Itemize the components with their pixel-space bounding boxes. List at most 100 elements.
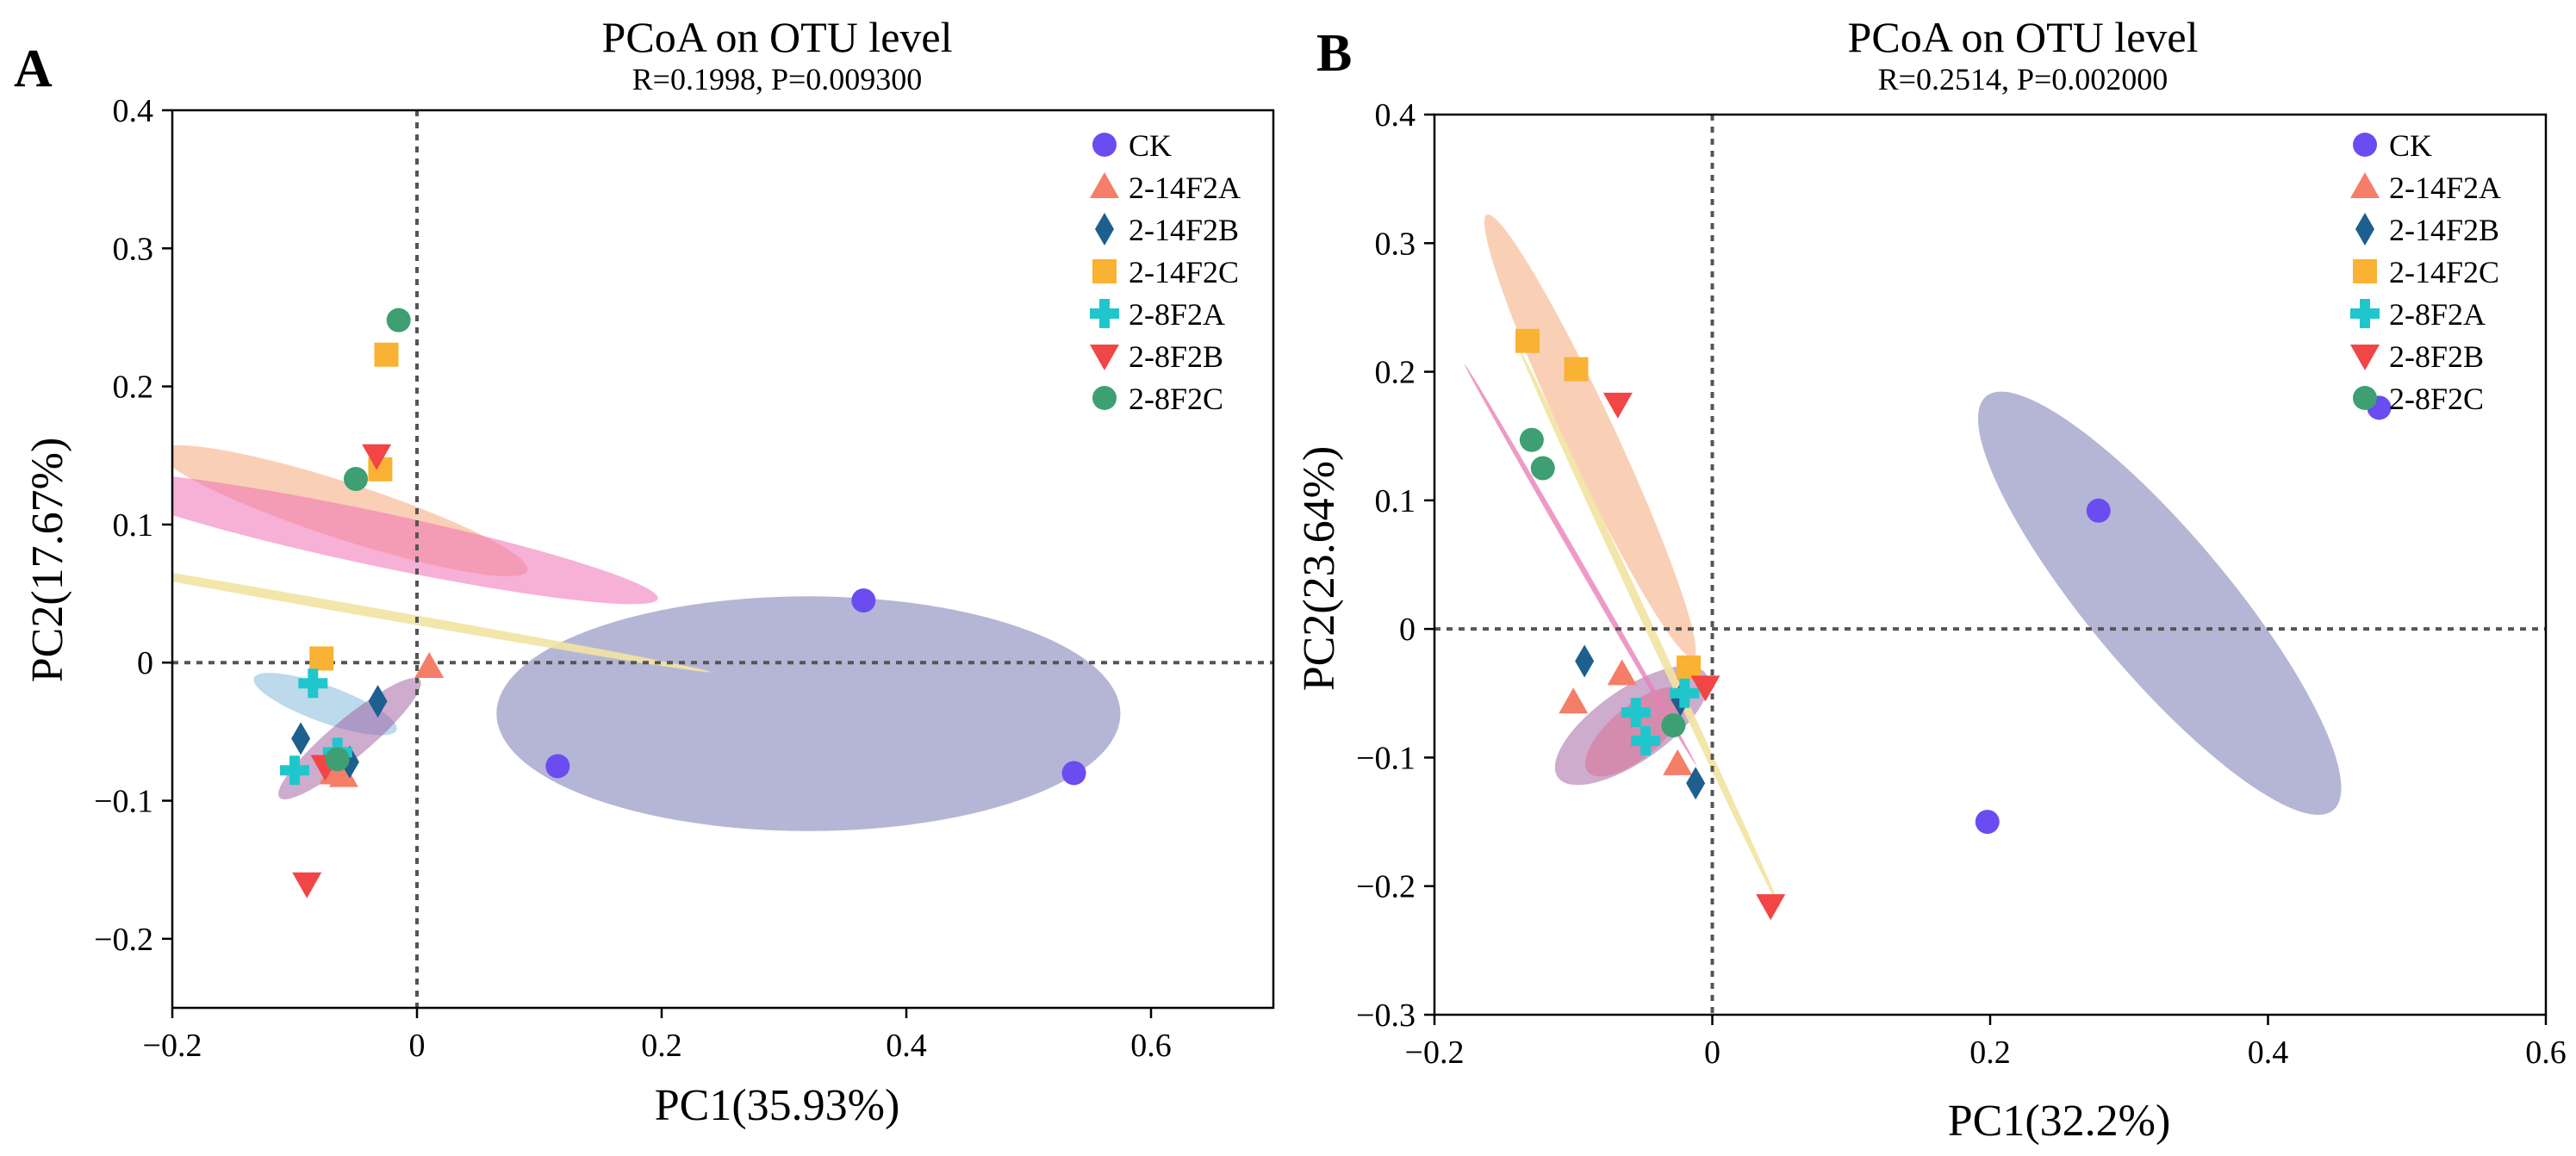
panel-b-point-2-8f2a-2 xyxy=(1631,726,1661,756)
panel-a-ellipse-2-8f2b xyxy=(172,542,712,673)
panel-a-x-tick-label: 0.6 xyxy=(1130,1028,1172,1064)
panel-b-points xyxy=(1515,328,2392,921)
panel-b-title: PCoA on OTU level xyxy=(1848,13,2199,61)
panel-a-point-2-8f2c-1 xyxy=(386,308,411,333)
panel-a-y-tick-label: 0.2 xyxy=(113,370,154,406)
panel-b-subtitle: R=0.2514, P=0.002000 xyxy=(1878,62,2168,96)
panel-b-legend-marker-2-8f2b xyxy=(2350,345,2380,370)
panel-b-reference-lines xyxy=(1434,115,2546,1015)
panel-b-legend-label-2-14f2b: 2-14F2B xyxy=(2389,213,2499,247)
panel-a-legend-item-2-8f2c: 2-8F2C xyxy=(1092,382,1223,416)
panel-b-ellipse-2-14f2c xyxy=(1484,214,1696,658)
panel-a-point-2-8f2a-1 xyxy=(298,668,328,699)
panel-a-point-2-14f2b-1 xyxy=(291,722,311,755)
panel-a-legend-item-2-8f2b: 2-8F2B xyxy=(1090,339,1223,374)
panel-b-y-ticks: −0.3 −0.2 −0.1 0 0.1 0.2 0.3 0.4 xyxy=(1356,97,1434,1034)
panel-b-legend-item-2-14f2b: 2-14F2B xyxy=(2355,213,2499,247)
panel-a-legend-marker-2-14f2c xyxy=(1092,259,1117,283)
panel-b-letter: B xyxy=(1316,24,1352,83)
panel-a-x-tick-label: 0.4 xyxy=(886,1028,927,1064)
panel-b-y-tick-label: 0.4 xyxy=(1375,97,1416,134)
panel-b-x-tick-label: 0.6 xyxy=(2525,1035,2567,1071)
panel-b-legend-label-2-14f2a: 2-14F2A xyxy=(2389,171,2501,205)
panel-a-ellipse-ck xyxy=(496,596,1121,831)
panel-a-legend: CK 2-14F2A 2-14F2B 2-14F2C 2-8F2A 2-8F2B 2-8F2… xyxy=(1090,128,1241,416)
panel-a-x-tick-label: −0.2 xyxy=(143,1028,202,1064)
panel-b-point-2-8f2b-1 xyxy=(1602,392,1633,419)
panel-b-x-tick-label: 0 xyxy=(1704,1035,1720,1071)
panel-a-point-2-8f2c-3 xyxy=(325,747,350,772)
panel-b-y-tick-label: −0.3 xyxy=(1356,998,1416,1034)
panel-b-point-2-14f2a-3 xyxy=(1663,749,1693,775)
panel-a-legend-item-2-14f2c: 2-14F2C xyxy=(1092,255,1239,289)
panel-a-legend-label-ck: CK xyxy=(1129,128,1172,163)
panel-a-legend-label-2-8f2a: 2-8F2A xyxy=(1129,297,1225,332)
panel-a-point-ck-3 xyxy=(1061,761,1086,786)
panel-a-point-2-8f2c-2 xyxy=(344,467,368,492)
panel-a-legend-item-ck: CK xyxy=(1092,128,1172,163)
panel-b-plot-frame xyxy=(1433,113,2548,1016)
panel-a-x-ticks: −0.2 0 0.2 0.4 0.6 xyxy=(143,1008,1172,1064)
panel-b-point-2-14f2c-3 xyxy=(1677,655,1702,680)
panel-b-x-ticks: −0.2 0 0.2 0.4 0.6 xyxy=(1405,1015,2567,1071)
panel-a-subtitle: R=0.1998, P=0.009300 xyxy=(632,62,923,96)
panel-a-y-tick-label: −0.2 xyxy=(94,922,153,958)
panel-b-point-2-8f2c-3 xyxy=(1661,713,1686,738)
panel-b-point-2-8f2a-3 xyxy=(1670,678,1700,708)
panel-b-point-2-8f2c-1 xyxy=(1519,427,1544,452)
panel-b-legend-marker-2-14f2c xyxy=(2353,259,2377,283)
panel-b-point-2-14f2a-2 xyxy=(1607,659,1637,686)
panel-b-y-axis-label: PC2(23.64%) xyxy=(1295,446,1344,692)
panel-b-y-tick-label: −0.2 xyxy=(1356,869,1416,905)
panel-b-point-2-14f2a-1 xyxy=(1559,687,1589,714)
panel-b-legend-marker-2-14f2a xyxy=(2350,172,2380,198)
panel-b-x-tick-label: 0.2 xyxy=(1969,1035,2011,1071)
panel-a-y-tick-label: 0.1 xyxy=(113,507,154,544)
panel-b-legend-item-2-14f2c: 2-14F2C xyxy=(2353,255,2499,289)
panel-b-ellipses xyxy=(1464,214,2342,909)
panel-a-point-2-14f2c-1 xyxy=(309,646,334,671)
panel-a-point-2-14f2a-3 xyxy=(328,761,358,787)
panel-b-legend-marker-ck xyxy=(2353,133,2377,157)
panel-a-point-2-14f2c-3 xyxy=(374,342,399,367)
panel-a-point-2-8f2b-1 xyxy=(362,444,392,470)
panel-b-point-ck-2 xyxy=(2086,498,2111,523)
panel-a-y-ticks: −0.2 −0.1 0 0.1 0.2 0.3 0.4 xyxy=(94,93,172,958)
panel-b-ellipse-2-14f2b xyxy=(1585,687,1687,777)
panel-b-legend-marker-2-14f2b xyxy=(2355,213,2374,245)
panel-b-legend-label-2-8f2b: 2-8F2B xyxy=(2389,339,2484,374)
panel-b-y-tick-label: 0.1 xyxy=(1375,483,1416,519)
panel-b: B PCoA on OTU level R=0.2514, P=0.002000… xyxy=(1295,13,2567,1146)
panel-b-legend-item-2-8f2c: 2-8F2C xyxy=(2353,382,2484,416)
panel-b-y-tick-label: 0.2 xyxy=(1375,355,1416,391)
panel-a-legend-label-2-14f2b: 2-14F2B xyxy=(1129,213,1239,247)
panel-b-x-axis-label: PC1(32.2%) xyxy=(1948,1097,2171,1146)
panel-b-ellipse-ck xyxy=(1977,391,2342,815)
panel-b-legend-marker-2-8f2c xyxy=(2353,386,2377,410)
panel-a-legend-item-2-8f2a: 2-8F2A xyxy=(1090,297,1225,332)
panel-a-ellipses xyxy=(172,444,1121,831)
panel-a-points xyxy=(280,308,1086,898)
panel-a-x-axis-label: PC1(35.93%) xyxy=(655,1081,900,1130)
panel-b-y-tick-label: −0.1 xyxy=(1356,740,1416,776)
panel-a-legend-item-2-14f2a: 2-14F2A xyxy=(1090,171,1241,205)
panel-a-y-tick-label: 0 xyxy=(137,645,153,681)
panel-a-ellipse-2-8f2c xyxy=(172,472,658,605)
panel-b-legend-item-2-8f2a: 2-8F2A xyxy=(2350,297,2486,332)
panel-a-plot-frame xyxy=(171,109,1275,1010)
panel-a-y-tick-label: −0.1 xyxy=(94,784,153,820)
panel-a-legend-label-2-14f2a: 2-14F2A xyxy=(1129,171,1241,205)
panel-a-title: PCoA on OTU level xyxy=(602,13,953,61)
panel-b-legend-marker-2-8f2a xyxy=(2350,299,2380,328)
panel-b-legend-item-2-14f2a: 2-14F2A xyxy=(2350,171,2501,205)
panel-b-legend: CK 2-14F2A 2-14F2B 2-14F2C 2-8F2A 2-8F2B 2-8F2… xyxy=(2350,128,2501,416)
panel-b-ellipse-2-8f2b xyxy=(1519,349,1781,909)
panel-a: A PCoA on OTU level R=0.1998, P=0.009300… xyxy=(14,13,1275,1130)
panel-a-point-2-8f2a-2 xyxy=(280,755,309,786)
panel-b-point-2-14f2c-2 xyxy=(1564,357,1589,382)
panel-a-point-2-8f2b-2 xyxy=(292,872,322,898)
panel-a-point-2-14f2b-3 xyxy=(368,685,388,718)
panel-a-x-tick-label: 0.2 xyxy=(641,1028,682,1064)
panel-a-y-tick-label: 0.4 xyxy=(113,93,154,129)
panel-a-ellipse-2-14f2a xyxy=(278,677,421,799)
